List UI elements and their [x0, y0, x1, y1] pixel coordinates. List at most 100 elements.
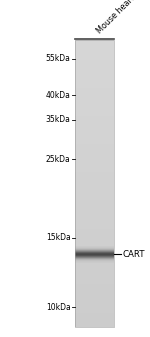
Bar [75, 299, 114, 300]
Bar [75, 248, 114, 249]
Bar [75, 188, 114, 189]
Bar [75, 78, 114, 80]
Bar [75, 284, 114, 286]
Bar [75, 307, 114, 308]
Bar [75, 263, 114, 264]
Bar [75, 313, 114, 314]
Bar [75, 321, 114, 322]
Bar [75, 193, 114, 194]
Bar [75, 251, 114, 252]
Bar [75, 257, 114, 258]
Bar [75, 117, 114, 119]
Bar [75, 252, 114, 253]
Bar [75, 243, 114, 244]
Bar [75, 92, 114, 93]
Bar [75, 40, 114, 327]
Bar [75, 179, 114, 180]
Bar [75, 183, 114, 185]
Bar [75, 261, 114, 262]
Bar [75, 68, 114, 69]
Bar [75, 94, 114, 96]
Bar [75, 128, 114, 129]
Bar [75, 88, 114, 89]
Bar [75, 124, 114, 125]
Bar [75, 259, 114, 260]
Bar [75, 87, 114, 88]
Bar [75, 130, 114, 131]
Bar [75, 91, 114, 92]
Bar [75, 114, 114, 115]
Bar [75, 140, 114, 142]
Bar [75, 189, 114, 190]
Bar [75, 56, 114, 58]
Bar [75, 209, 114, 210]
Bar [75, 212, 114, 213]
Bar [75, 315, 114, 316]
Bar [75, 81, 114, 83]
Bar [75, 279, 114, 280]
Bar [75, 271, 114, 272]
Bar [75, 190, 114, 191]
Bar [75, 113, 114, 114]
Text: 10kDa: 10kDa [46, 303, 70, 312]
Bar [75, 269, 114, 271]
Bar [75, 48, 114, 49]
Bar [75, 139, 114, 140]
Bar [75, 167, 114, 168]
Bar [75, 141, 114, 143]
Bar [75, 169, 114, 170]
Bar [75, 67, 114, 68]
Bar [75, 256, 114, 257]
Bar [75, 304, 114, 305]
Bar [75, 134, 114, 136]
Bar [75, 85, 114, 86]
Bar [75, 129, 114, 130]
Bar [75, 174, 114, 175]
Bar [75, 99, 114, 100]
Bar [75, 284, 114, 285]
Bar [75, 89, 114, 90]
Bar [75, 90, 114, 91]
Bar [75, 312, 114, 313]
Bar [75, 235, 114, 236]
Bar [75, 244, 114, 246]
Bar [75, 58, 114, 60]
Bar [75, 314, 114, 315]
Bar [75, 290, 114, 292]
Bar [75, 316, 114, 317]
Bar [75, 170, 114, 171]
Bar [75, 173, 114, 174]
Bar [75, 155, 114, 156]
Bar [75, 61, 114, 62]
Bar [75, 306, 114, 307]
Bar [75, 57, 114, 59]
Bar [75, 238, 114, 239]
Bar [75, 203, 114, 205]
Bar [75, 242, 114, 243]
Bar [75, 236, 114, 237]
Bar [75, 144, 114, 146]
Text: 40kDa: 40kDa [46, 91, 70, 99]
Bar [75, 98, 114, 100]
Bar [75, 111, 114, 112]
Bar [75, 293, 114, 295]
Bar [75, 117, 114, 118]
Bar [75, 105, 114, 106]
Bar [75, 264, 114, 265]
Bar [75, 45, 114, 46]
Bar [75, 121, 114, 123]
Bar [75, 185, 114, 186]
Bar [75, 297, 114, 298]
Bar [75, 240, 114, 241]
Bar [75, 102, 114, 103]
Bar [75, 86, 114, 87]
Bar [75, 168, 114, 169]
Bar [75, 281, 114, 282]
Bar [75, 208, 114, 210]
Bar [75, 160, 114, 162]
Bar [75, 122, 114, 124]
Bar [75, 162, 114, 164]
Bar [75, 166, 114, 167]
Bar [75, 76, 114, 78]
Bar [75, 301, 114, 302]
